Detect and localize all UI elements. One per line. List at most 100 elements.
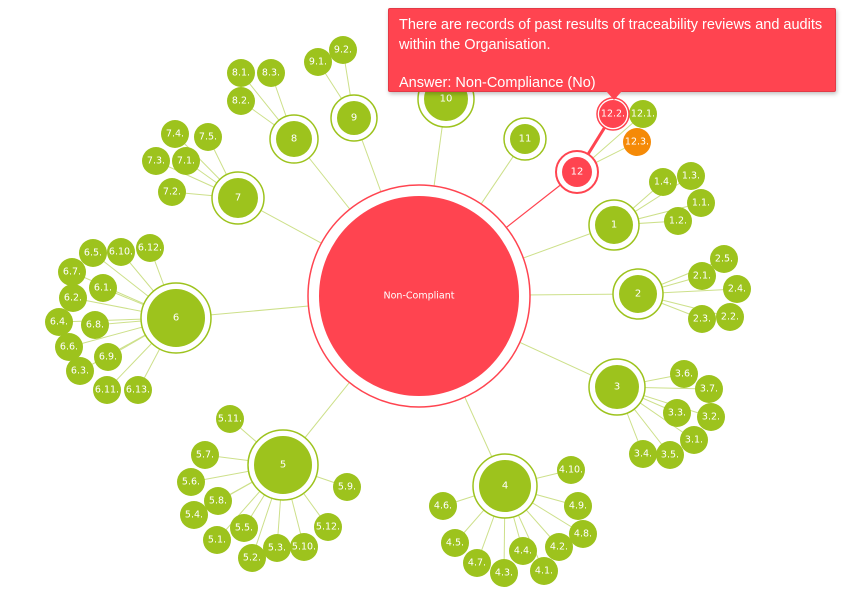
section-node-9[interactable]: 9: [330, 94, 378, 142]
item-node-9-2[interactable]: 9.2.: [329, 36, 357, 64]
item-node-6-8[interactable]: 6.8.: [81, 311, 109, 339]
item-node-7-1[interactable]: 7.1.: [172, 147, 200, 175]
item-node-8-2[interactable]: 8.2.: [227, 87, 255, 115]
item-node-3-2[interactable]: 3.2.: [697, 403, 725, 431]
section-node-7-circle: [218, 178, 258, 218]
item-node-2-5[interactable]: 2.5.: [710, 245, 738, 273]
item-node-2-2-circle: [716, 303, 744, 331]
item-node-7-5-circle: [194, 123, 222, 151]
item-node-3-7-circle: [695, 375, 723, 403]
section-node-12[interactable]: 12: [555, 150, 599, 194]
item-node-5-2[interactable]: 5.2.: [238, 544, 266, 572]
item-node-3-3-circle: [663, 399, 691, 427]
item-node-5-5[interactable]: 5.5.: [230, 514, 258, 542]
item-node-5-12[interactable]: 5.12.: [314, 513, 342, 541]
section-node-7[interactable]: 7: [211, 171, 265, 225]
item-node-3-6-circle: [670, 360, 698, 388]
item-node-4-2[interactable]: 4.2.: [545, 533, 573, 561]
item-node-6-2[interactable]: 6.2.: [59, 284, 87, 312]
item-node-7-5[interactable]: 7.5.: [194, 123, 222, 151]
item-node-5-8[interactable]: 5.8.: [204, 487, 232, 515]
section-node-2[interactable]: 2: [612, 268, 664, 320]
item-node-4-1[interactable]: 4.1.: [530, 557, 558, 585]
item-node-7-1-circle: [172, 147, 200, 175]
item-node-4-4[interactable]: 4.4.: [509, 537, 537, 565]
item-node-6-1[interactable]: 6.1.: [89, 274, 117, 302]
item-node-5-4[interactable]: 5.4.: [180, 501, 208, 529]
item-node-6-4[interactable]: 6.4.: [45, 308, 73, 336]
item-node-6-7-circle: [58, 258, 86, 286]
item-node-7-2[interactable]: 7.2.: [158, 178, 186, 206]
item-node-5-9-circle: [333, 473, 361, 501]
item-node-8-1[interactable]: 8.1.: [227, 59, 255, 87]
item-node-5-7[interactable]: 5.7.: [191, 441, 219, 469]
item-node-3-4[interactable]: 3.4.: [629, 440, 657, 468]
item-node-6-10[interactable]: 6.10.: [107, 238, 135, 266]
item-node-12-2[interactable]: 12.2.: [596, 97, 630, 131]
item-node-6-6-circle: [55, 333, 83, 361]
item-node-3-7[interactable]: 3.7.: [695, 375, 723, 403]
item-node-2-3[interactable]: 2.3.: [688, 305, 716, 333]
section-node-5[interactable]: 5: [247, 429, 319, 501]
item-node-1-2-circle: [664, 207, 692, 235]
item-node-12-3[interactable]: 12.3.: [623, 128, 651, 156]
item-node-6-5[interactable]: 6.5.: [79, 239, 107, 267]
item-node-8-3-circle: [257, 59, 285, 87]
item-node-2-2[interactable]: 2.2.: [716, 303, 744, 331]
item-node-6-9[interactable]: 6.9.: [94, 343, 122, 371]
item-node-1-4[interactable]: 1.4.: [649, 168, 677, 196]
item-node-1-1[interactable]: 1.1.: [687, 189, 715, 217]
item-node-2-1[interactable]: 2.1.: [688, 262, 716, 290]
item-node-12-1-circle: [629, 100, 657, 128]
item-node-5-8-circle: [204, 487, 232, 515]
item-node-3-1[interactable]: 3.1.: [680, 426, 708, 454]
item-node-2-4[interactable]: 2.4.: [723, 275, 751, 303]
section-node-3[interactable]: 3: [588, 358, 646, 416]
item-node-6-4-circle: [45, 308, 73, 336]
item-node-5-9[interactable]: 5.9.: [333, 473, 361, 501]
item-node-4-5[interactable]: 4.5.: [441, 529, 469, 557]
section-node-11-circle: [510, 124, 540, 154]
item-node-12-1[interactable]: 12.1.: [629, 100, 657, 128]
item-node-6-13[interactable]: 6.13.: [124, 376, 152, 404]
item-node-5-10-circle: [290, 533, 318, 561]
section-node-6[interactable]: 6: [140, 282, 212, 354]
section-node-8[interactable]: 8: [269, 114, 319, 164]
item-node-8-3[interactable]: 8.3.: [257, 59, 285, 87]
item-node-6-6[interactable]: 6.6.: [55, 333, 83, 361]
item-node-4-6-circle: [429, 492, 457, 520]
item-node-3-5[interactable]: 3.5.: [656, 441, 684, 469]
item-node-6-3[interactable]: 6.3.: [66, 357, 94, 385]
item-node-4-6[interactable]: 4.6.: [429, 492, 457, 520]
section-node-11[interactable]: 11: [503, 117, 547, 161]
item-node-7-3[interactable]: 7.3.: [142, 147, 170, 175]
section-node-4-circle: [479, 460, 531, 512]
item-node-3-3[interactable]: 3.3.: [663, 399, 691, 427]
item-node-5-6[interactable]: 5.6.: [177, 468, 205, 496]
section-node-1[interactable]: 1: [588, 199, 640, 251]
item-node-5-11[interactable]: 5.11.: [216, 405, 244, 433]
item-node-4-3[interactable]: 4.3.: [490, 559, 518, 587]
item-node-7-4[interactable]: 7.4.: [161, 120, 189, 148]
root-node[interactable]: Non-Compliant: [307, 184, 531, 408]
section-node-4[interactable]: 4: [472, 453, 538, 519]
item-node-1-3[interactable]: 1.3.: [677, 162, 705, 190]
item-node-3-6[interactable]: 3.6.: [670, 360, 698, 388]
item-node-4-7[interactable]: 4.7.: [463, 549, 491, 577]
item-node-5-3[interactable]: 5.3.: [263, 534, 291, 562]
item-node-6-13-circle: [124, 376, 152, 404]
item-node-5-2-circle: [238, 544, 266, 572]
item-node-4-8[interactable]: 4.8.: [569, 520, 597, 548]
item-node-4-9[interactable]: 4.9.: [564, 492, 592, 520]
item-node-6-7[interactable]: 6.7.: [58, 258, 86, 286]
item-node-9-1[interactable]: 9.1.: [304, 48, 332, 76]
item-node-6-11[interactable]: 6.11.: [93, 376, 121, 404]
item-node-6-12[interactable]: 6.12.: [136, 234, 164, 262]
item-node-4-10[interactable]: 4.10.: [557, 456, 585, 484]
section-node-5-circle: [254, 436, 312, 494]
item-node-8-1-circle: [227, 59, 255, 87]
item-node-5-5-circle: [230, 514, 258, 542]
item-node-5-10[interactable]: 5.10.: [290, 533, 318, 561]
item-node-5-1[interactable]: 5.1.: [203, 526, 231, 554]
item-node-1-2[interactable]: 1.2.: [664, 207, 692, 235]
